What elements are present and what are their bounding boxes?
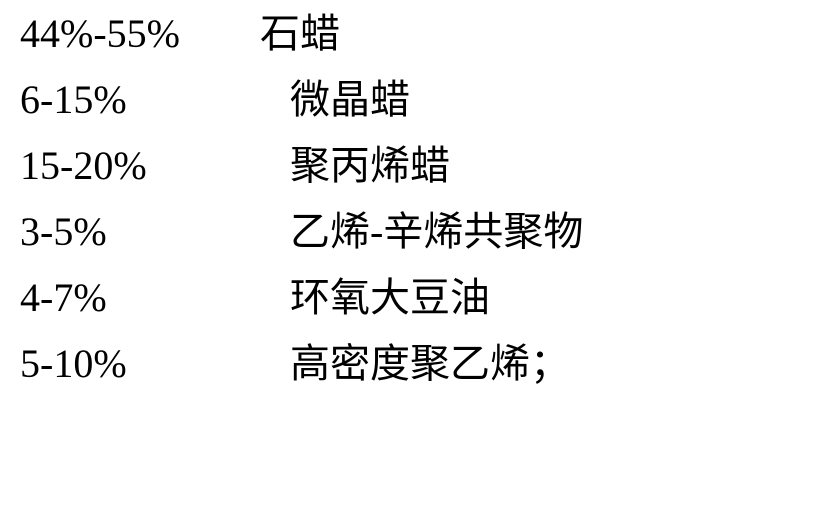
list-item: 3-5% 乙烯-辛烯共聚物 [20,208,802,256]
list-item: 44%-55% 石蜡 [20,10,802,58]
component-name: 环氧大豆油 [290,274,490,322]
list-item: 4-7% 环氧大豆油 [20,274,802,322]
list-item: 15-20% 聚丙烯蜡 [20,142,802,190]
percent-value: 5-10% [20,340,260,388]
percent-value: 6-15% [20,76,260,124]
component-name: 乙烯-辛烯共聚物 [290,208,583,256]
component-name: 石蜡 [260,10,340,58]
list-item: 5-10% 高密度聚乙烯； [20,340,802,388]
percent-value: 44%-55% [20,10,260,58]
percent-value: 15-20% [20,142,260,190]
percent-value: 4-7% [20,274,260,322]
percent-value: 3-5% [20,208,260,256]
composition-list: 44%-55% 石蜡 6-15% 微晶蜡 15-20% 聚丙烯蜡 3-5% 乙烯… [0,0,822,416]
component-name: 微晶蜡 [290,76,410,124]
component-name: 高密度聚乙烯； [290,340,570,388]
component-name: 聚丙烯蜡 [290,142,450,190]
list-item: 6-15% 微晶蜡 [20,76,802,124]
